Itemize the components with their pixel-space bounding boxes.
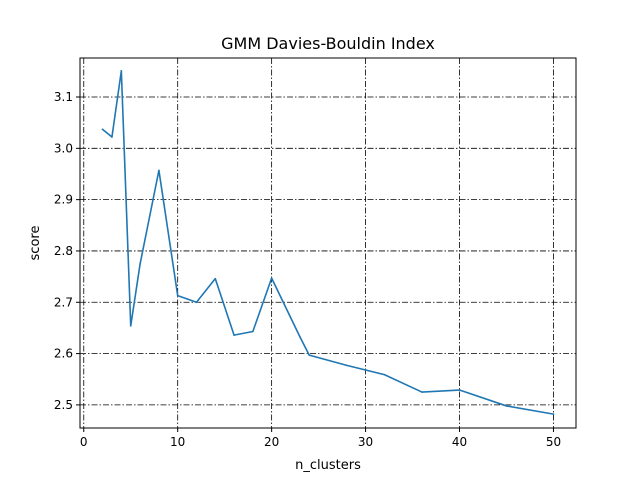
data-point: [214, 277, 217, 280]
x-tick-label: 20: [264, 435, 279, 449]
data-point: [129, 325, 132, 327]
x-tick-label: 40: [452, 435, 467, 449]
data-point: [458, 389, 461, 391]
data-point: [383, 373, 386, 376]
grid: [80, 58, 576, 428]
x-tick-label: 10: [170, 435, 185, 449]
data-point: [421, 391, 423, 393]
y-axis-label: score: [28, 226, 43, 261]
data-point: [158, 169, 160, 172]
y-tick-label: 3.1: [54, 90, 73, 104]
data-point: [120, 70, 123, 72]
x-tick-label: 0: [80, 435, 88, 449]
data-point: [308, 354, 311, 356]
x-axis-ticks: 0 10 20 30 40 50: [80, 428, 561, 449]
data-point: [270, 277, 273, 279]
series-layer: [101, 70, 555, 415]
y-tick-label: 2.9: [54, 193, 73, 207]
data-point: [139, 262, 141, 265]
data-point: [195, 301, 198, 304]
y-tick-label: 2.5: [54, 398, 73, 412]
data-point: [505, 405, 508, 407]
data-point: [552, 413, 555, 415]
chart-title: GMM Davies-Bouldin Index: [221, 34, 435, 53]
data-point: [252, 330, 254, 333]
y-tick-label: 2.7: [54, 295, 73, 309]
y-tick-label: 3.0: [54, 141, 73, 155]
data-point: [345, 364, 348, 367]
y-tick-label: 2.8: [54, 244, 73, 258]
data-point: [299, 335, 301, 338]
x-axis-label: n_clusters: [295, 458, 361, 473]
data-point: [176, 294, 179, 297]
y-axis-ticks: 2.5 2.6 2.7 2.8 2.9 3.0 3.1: [54, 90, 80, 412]
data-point: [233, 334, 235, 336]
x-tick-label: 30: [358, 435, 373, 449]
data-point: [101, 128, 104, 131]
data-point: [111, 136, 113, 138]
series-line: [101, 70, 555, 415]
plot-frame: [79, 57, 577, 429]
x-tick-label: 50: [546, 435, 561, 449]
y-tick-label: 2.6: [54, 347, 73, 361]
